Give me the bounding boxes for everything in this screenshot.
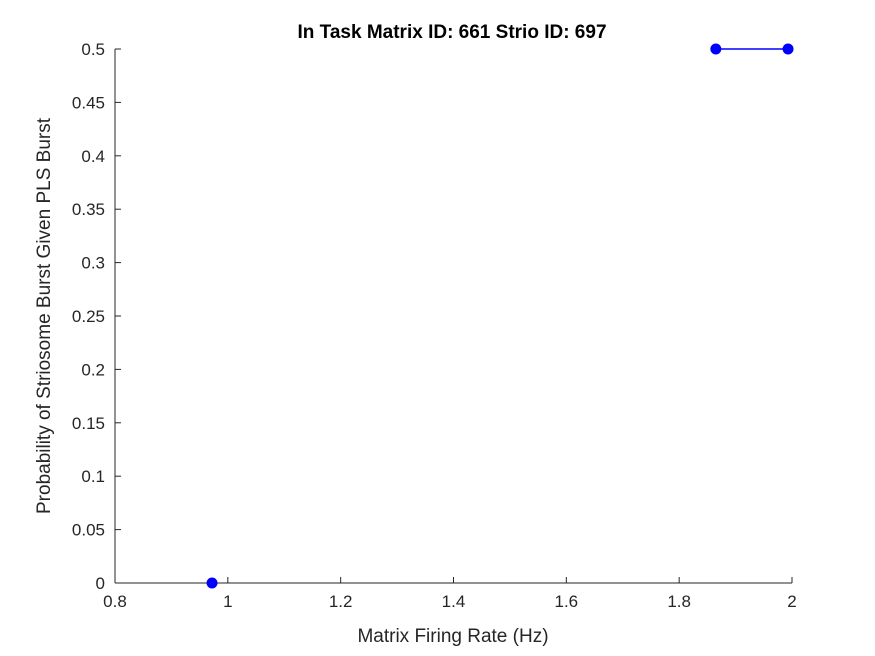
data-point — [206, 577, 218, 589]
x-axis-title: Matrix Firing Rate (Hz) — [357, 626, 548, 647]
y-axis: 0 0.05 0.1 0.15 0.2 0.25 0.3 0.35 0.4 0.45 0.5 — [72, 40, 121, 593]
y-tick-label: 0.15 — [72, 414, 105, 433]
plot-area — [206, 43, 794, 589]
chart-title: In Task Matrix ID: 661 Strio ID: 697 — [297, 22, 606, 43]
y-tick-label: 0.35 — [72, 200, 105, 219]
y-tick-label: 0.4 — [81, 147, 105, 166]
data-point — [782, 43, 794, 55]
x-tick-label: 1.4 — [442, 592, 466, 611]
y-tick-label: 0.3 — [81, 254, 105, 273]
data-point — [710, 43, 722, 55]
y-axis-title: Probability of Striosome Burst Given PLS… — [34, 117, 55, 514]
y-tick-label: 0.1 — [81, 467, 105, 486]
y-tick-label: 0.45 — [72, 93, 105, 112]
x-tick-label: 1.6 — [555, 592, 579, 611]
x-tick-label: 1 — [223, 592, 232, 611]
y-tick-label: 0.25 — [72, 307, 105, 326]
y-tick-label: 0.05 — [72, 521, 105, 540]
x-tick-label: 1.2 — [329, 592, 353, 611]
x-tick-label: 0.8 — [103, 592, 127, 611]
x-tick-label: 1.8 — [667, 592, 691, 611]
y-tick-label: 0 — [96, 574, 105, 593]
x-tick-label: 2 — [787, 592, 796, 611]
x-axis: 0.8 1 1.2 1.4 1.6 1.8 2 — [103, 577, 797, 611]
y-tick-label: 0.5 — [81, 40, 105, 59]
y-tick-label: 0.2 — [81, 360, 105, 379]
